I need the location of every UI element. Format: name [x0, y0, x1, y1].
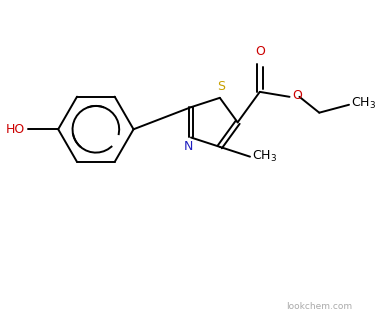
Text: O: O	[292, 89, 302, 102]
Text: O: O	[255, 45, 265, 58]
Text: CH$_3$: CH$_3$	[351, 96, 376, 111]
Text: lookchem.com: lookchem.com	[286, 302, 352, 311]
Text: N: N	[183, 141, 193, 154]
Text: CH$_3$: CH$_3$	[252, 149, 277, 164]
Text: HO: HO	[6, 123, 25, 136]
Text: S: S	[217, 80, 225, 93]
